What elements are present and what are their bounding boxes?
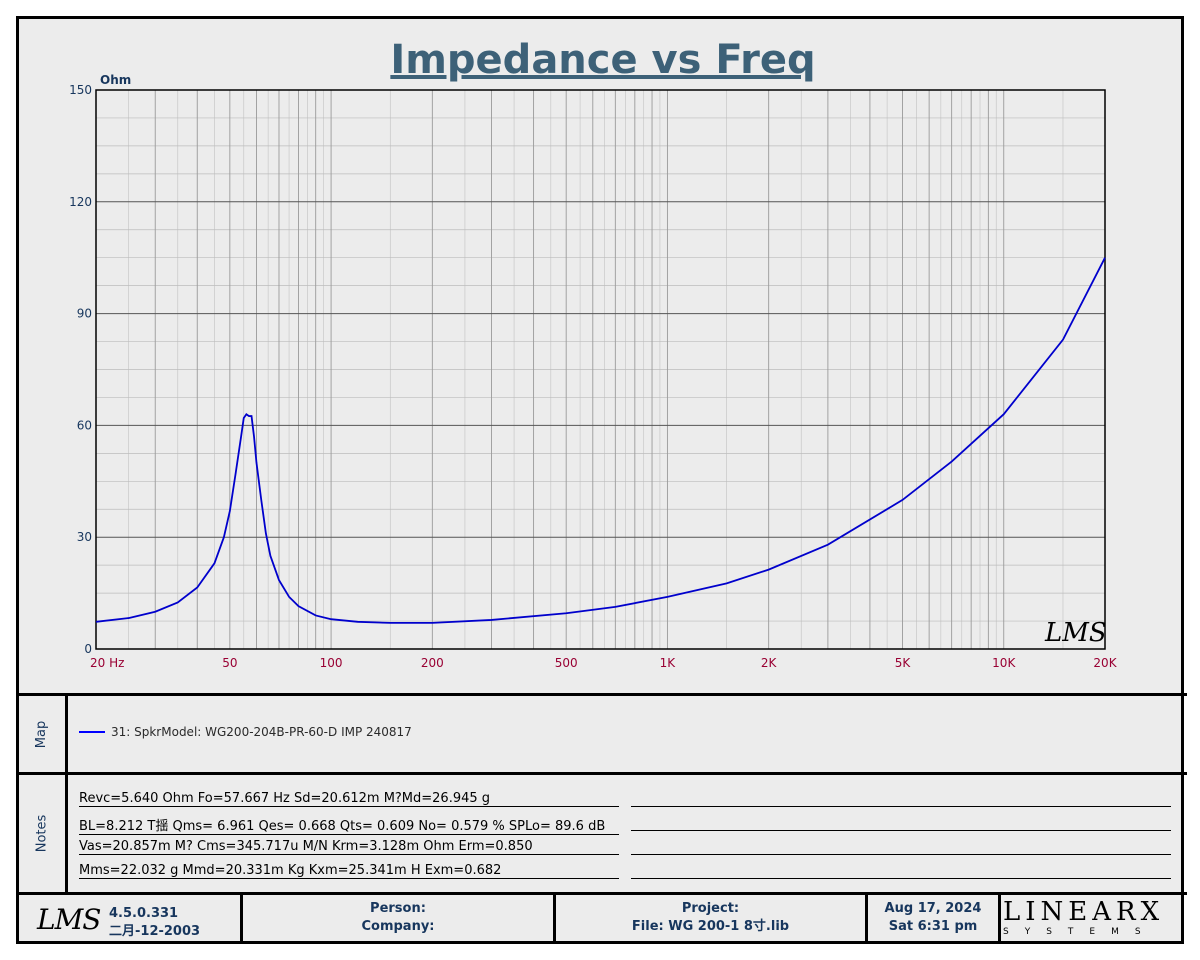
note-rule-1 [631,806,1171,807]
chart-bottom-divider [19,693,1187,696]
linearx-logo: LINEARX SYSTEMS [1003,899,1173,937]
y-tick-label: 150 [69,83,92,97]
footer-divider-4 [998,895,1001,941]
note-rule-2 [631,830,1171,831]
x-tick-label: 200 [421,656,444,670]
y-tick-label: 120 [69,195,92,209]
version-number: 4.5.0.331 [109,906,179,921]
date-label: Aug 17, 2024 [884,901,982,916]
note-line-2: BL=8.212 T揺 Qms= 6.961 Qes= 0.668 Qts= 0… [79,815,619,835]
version-info: 4.5.0.331 二月-12-2003 [109,905,200,941]
impedance-chart: 0 30 60 90 120 150 20 Hz 50 100 200 500 1K 2K 5K 10K 2… [69,73,1118,670]
company-label: Company: [361,919,435,934]
person-label: Person: [370,901,426,916]
x-tick-label: 20K [1093,656,1117,670]
linearx-brand: LINEARX [1003,897,1165,927]
note-line-4: Mms=22.032 g Mmd=20.331m Kg Kxm=25.341m … [79,863,619,879]
x-tick-label: 5K [895,656,912,670]
notes-divider [65,775,68,892]
x-tick-label: 2K [761,656,778,670]
footer-divider-1 [240,895,243,941]
note-line-3: Vas=20.857m M? Cms=345.717u M/N Krm=3.12… [79,839,619,855]
note-rule-3 [631,854,1171,855]
x-tick-label: 500 [555,656,578,670]
legend: 31: SpkrModel: WG200-204B-PR-60-D IMP 24… [79,725,412,739]
lms-watermark: LMS [1044,618,1107,648]
lms-logo: LMS [37,903,101,936]
footer-divider-2 [553,895,556,941]
note-rule-4 [631,878,1171,879]
y-tick-label: 90 [77,307,92,321]
version-date: 二月-12-2003 [109,924,201,939]
note-line-1: Revc=5.640 Ohm Fo=57.667 Hz Sd=20.612m M… [79,791,619,807]
map-bottom-divider [19,772,1187,775]
project-cell: Project: File: WG 200-1 8寸.lib [556,895,865,941]
linearx-subtitle: SYSTEMS [1003,927,1157,937]
project-label: Project: [681,901,740,916]
impedance-series-line [95,257,1106,624]
y-tick-label: 30 [77,530,92,544]
map-section-label: Map [34,720,50,748]
y-tick-label: 60 [77,418,92,432]
y-axis-label: Ohm [100,73,131,87]
notes-section-label: Notes [34,814,50,853]
date-cell: Aug 17, 2024 Sat 6:31 pm [868,895,998,941]
file-label: File: WG 200-1 8寸.lib [631,919,790,934]
x-tick-label: 10K [992,656,1016,670]
x-tick-label: 20 Hz [90,656,124,670]
person-cell: Person: Company: [243,895,553,941]
chart-title: Impedance vs Freq [390,37,816,83]
map-divider [65,696,68,772]
legend-entry: 31: SpkrModel: WG200-204B-PR-60-D IMP 24… [111,725,412,739]
x-tick-label: 100 [320,656,343,670]
notes-bottom-divider [19,892,1187,895]
report-frame: Impedance vs Freq 0 30 60 90 120 150 20 Hz 50 1… [16,16,1187,944]
x-tick-label: 1K [660,656,677,670]
x-tick-label: 50 [222,656,237,670]
time-label: Sat 6:31 pm [888,919,978,934]
y-tick-label: 0 [84,642,92,656]
legend-swatch [79,731,105,733]
footer-divider-3 [865,895,868,941]
